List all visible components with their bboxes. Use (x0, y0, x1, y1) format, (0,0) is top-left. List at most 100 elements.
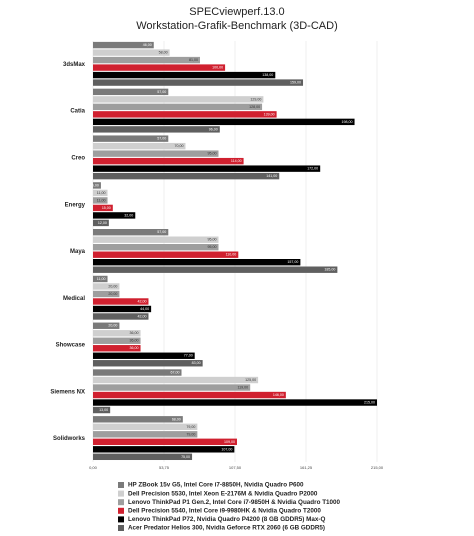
value-label: 157,00 (287, 260, 298, 264)
legend-swatch (118, 499, 124, 506)
value-label: 75,00 (181, 455, 190, 459)
bar (93, 64, 226, 71)
value-label: 95,00 (207, 152, 216, 156)
bar (93, 399, 377, 406)
bar (93, 438, 237, 446)
bar (93, 135, 169, 142)
value-label: 128,00 (249, 105, 260, 109)
value-label: 100,00 (212, 66, 223, 70)
value-label: 20,00 (108, 292, 117, 296)
category-label: Creo (71, 156, 85, 162)
category-label: Energy (65, 202, 86, 208)
value-label: 215,00 (364, 400, 375, 404)
legend-swatch (118, 482, 124, 488)
bar (93, 266, 338, 273)
bar (93, 446, 235, 453)
bar (93, 79, 304, 86)
legend-swatch (118, 525, 124, 531)
bar (93, 391, 286, 399)
bar (93, 345, 141, 352)
bar (93, 369, 182, 376)
bar (93, 259, 301, 266)
value-label: 70,00 (174, 144, 183, 148)
value-label: 32,00 (124, 213, 133, 217)
legend-label: Acer Predator Helios 300, Nvidia Geforce… (128, 525, 325, 532)
legend-label: HP ZBook 15v G5, Intel Core i7-8850H, Nv… (128, 482, 304, 489)
value-label: 42,00 (137, 299, 146, 303)
bar (93, 283, 120, 290)
value-label: 79,00 (186, 425, 195, 429)
bar (93, 71, 276, 79)
bar (93, 111, 277, 118)
bar (93, 41, 154, 49)
value-label: 129,00 (250, 97, 261, 101)
value-label: 109,00 (224, 440, 235, 444)
category-label: Maya (70, 249, 86, 255)
bar (93, 251, 239, 258)
value-label: 36,00 (130, 346, 139, 350)
value-label: 11,00 (97, 191, 106, 195)
value-label: 36,00 (130, 331, 139, 335)
bar (93, 157, 244, 165)
value-label: 68,00 (172, 417, 181, 421)
value-label: 185,00 (324, 268, 335, 272)
category-label: Catia (70, 109, 85, 115)
value-label: 57,00 (157, 90, 166, 94)
bar (93, 212, 136, 219)
value-label: 58,00 (159, 51, 168, 55)
value-label: 83,00 (192, 361, 201, 365)
bar (93, 431, 198, 438)
bar (93, 189, 108, 197)
value-label: 119,00 (237, 385, 248, 389)
bar (93, 360, 203, 367)
value-label: 141,00 (266, 174, 277, 178)
bar (93, 103, 263, 111)
value-label: 139,00 (264, 112, 275, 116)
value-label: 198,00 (342, 120, 353, 124)
value-label: 6,00 (92, 183, 99, 187)
bar (93, 236, 219, 243)
value-label: 20,00 (108, 324, 117, 328)
category-label: Medical (63, 296, 85, 302)
bar (93, 229, 169, 236)
bar (93, 290, 120, 298)
value-label: 172,00 (307, 167, 318, 171)
bar (93, 56, 200, 64)
legend-label: Dell Precision 5540, Intel Core i9-9980H… (128, 507, 321, 514)
bar (93, 172, 280, 180)
bar (93, 126, 220, 133)
bar (93, 352, 195, 359)
bar (93, 305, 152, 313)
bar (93, 313, 149, 320)
legend-label: Lenovo ThinkPad P1 Gen.2, Intel Core i7-… (128, 499, 341, 506)
bar (93, 337, 141, 344)
bar (93, 204, 113, 212)
category-label: Showcase (56, 343, 86, 349)
value-label: 44,00 (140, 307, 149, 311)
value-label: 159,00 (290, 81, 301, 85)
bar (93, 182, 101, 189)
legend-label: Dell Precision 5530, Intel Xeon E-2176M … (128, 490, 318, 497)
x-tick-label: 53,75 (159, 465, 170, 470)
x-tick-label: 215,00 (371, 465, 384, 470)
value-label: 11,00 (97, 198, 106, 202)
value-label: 138,00 (262, 73, 273, 77)
legend-label: Lenovo ThinkPad P72, Nvidia Quadro P4200… (128, 516, 325, 523)
value-label: 77,00 (184, 354, 193, 358)
bar (93, 219, 109, 227)
chart-subtitle: Workstation-Grafik-Benchmark (3D-CAD) (136, 20, 338, 32)
x-tick-label: 107,50 (229, 465, 242, 470)
value-label: 57,00 (157, 230, 166, 234)
bar (93, 142, 186, 150)
bar (93, 118, 355, 126)
value-label: 114,00 (231, 159, 242, 163)
value-label: 110,00 (226, 253, 237, 257)
value-label: 42,00 (137, 314, 146, 318)
value-label: 146,00 (273, 393, 284, 397)
value-label: 125,00 (245, 378, 256, 382)
bar (93, 322, 120, 329)
value-label: 96,00 (209, 127, 218, 131)
value-label: 13,00 (99, 408, 108, 412)
category-label: Siemens NX (50, 389, 85, 395)
bar (93, 376, 259, 384)
